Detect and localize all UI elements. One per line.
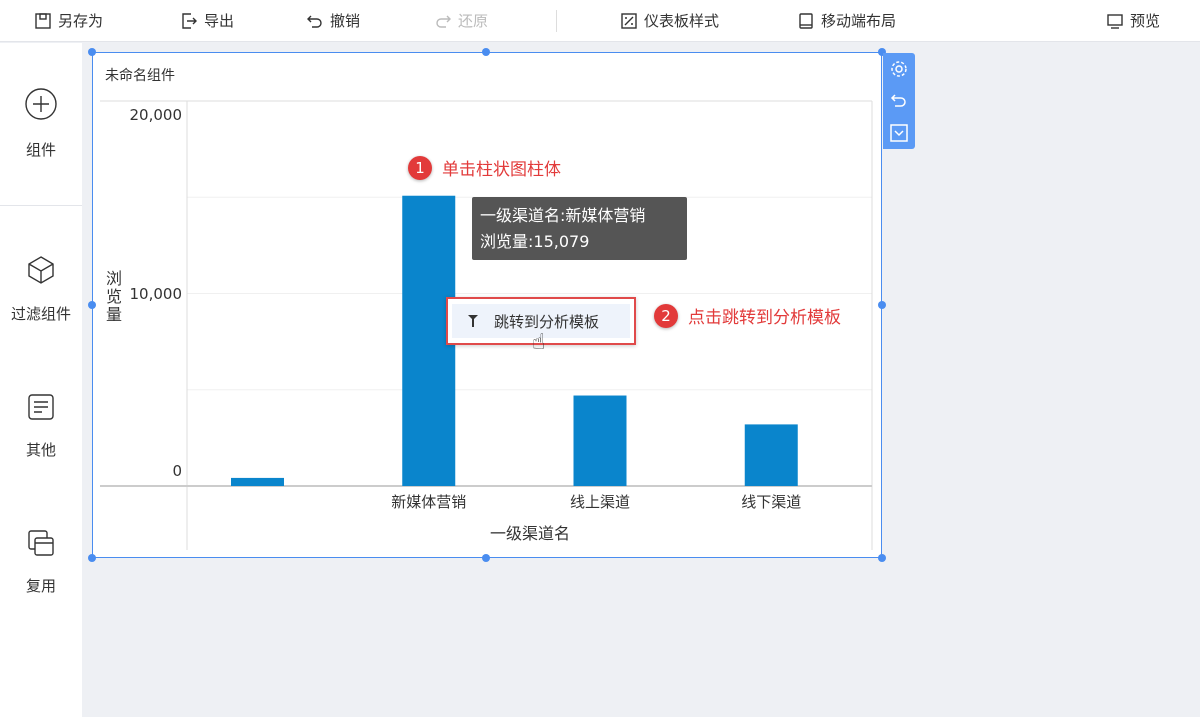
sidebar-item-label: 其他 [25,441,56,459]
undo-icon [890,94,906,107]
chart-tooltip: 一级渠道名:新媒体营销 浏览量:15,079 [472,197,687,260]
undo-label: 撤销 [330,12,361,30]
resize-handle[interactable] [878,48,886,56]
y-axis-title-char: 览 [106,287,122,306]
chevron-down-box-icon [890,124,908,142]
y-axis-title-char: 浏 [106,269,122,288]
undo-button[interactable]: 撤销 [306,10,360,31]
gear-icon [891,61,907,77]
sidebar-item-label: 过滤组件 [10,305,71,323]
resize-handle[interactable] [482,48,490,56]
more-button[interactable] [883,117,915,149]
redo-icon [436,15,451,28]
mobile-layout-label: 移动端布局 [821,12,897,30]
export-label: 导出 [204,12,235,30]
resize-handle[interactable] [878,554,886,562]
y-axis-title-char: 量 [106,305,122,324]
redo-button[interactable]: 还原 [434,10,488,31]
tooltip-value: 浏览量:15,079 [480,232,590,251]
step-badge: 2 [654,303,678,328]
resize-handle[interactable] [88,554,96,562]
export-icon [182,12,197,29]
export-button[interactable]: 导出 [180,10,234,31]
sidebar-item-components[interactable]: 组件 [0,87,82,160]
widget-tools [883,53,915,149]
sidebar-item-other[interactable]: 其他 [0,393,82,460]
sidebar-item-label: 组件 [25,141,56,159]
tablet-icon [799,12,813,29]
annotation-step2: 2 点击跳转到分析模板 [654,303,841,328]
bar [744,424,798,486]
x-axis-title: 一级渠道名 [490,524,570,543]
divider [556,10,557,32]
x-tick-label: 线上渠道 [570,493,630,511]
context-menu: 跳转到分析模板 [446,297,636,345]
annotation-text: 单击柱状图柱体 [442,160,561,180]
widget-title: 未命名组件 [105,68,175,84]
plus-circle-icon [25,88,57,120]
x-tick-label: 新媒体营销 [391,493,466,511]
sidebar-item-label: 复用 [25,577,56,595]
save-icon [35,12,51,29]
bar [231,477,284,486]
sidebar: 组件 过滤组件 其他 复用 [0,43,82,717]
sidebar-item-reuse[interactable]: 复用 [0,529,82,596]
mobile-layout-button[interactable]: 移动端布局 [797,10,896,31]
resize-handle[interactable] [482,554,490,562]
y-tick-label: 20,000 [130,106,183,124]
resize-handle[interactable] [88,48,96,56]
palette-icon [621,12,637,29]
redo-label: 还原 [458,12,489,30]
menu-item-label: 跳转到分析模板 [494,312,600,331]
note-icon [28,394,54,420]
bar [573,395,627,486]
settings-button[interactable] [883,53,915,85]
tooltip-category: 一级渠道名:新媒体营销 [480,206,646,225]
copy-icon [28,530,54,556]
save-as-button[interactable]: 另存为 [34,10,103,31]
filter-icon [468,315,478,327]
toolbar: 另存为 导出 撤销 还原 仪表板样式 移动端布局 预览 [0,0,1200,42]
monitor-icon [1107,13,1123,29]
resize-handle[interactable] [878,301,886,309]
preview-button[interactable]: 预览 [1106,10,1160,31]
sidebar-item-filter-components[interactable]: 过滤组件 [0,255,82,324]
preview-label: 预览 [1130,12,1161,30]
cube-icon [28,256,54,284]
x-tick-label: 线下渠道 [741,493,801,511]
y-tick-label: 10,000 [130,285,183,303]
y-tick-label: 0 [172,462,182,480]
save-as-label: 另存为 [58,12,104,30]
hand-cursor-icon: ☝ [532,330,546,355]
annotation-text: 点击跳转到分析模板 [688,308,841,328]
annotation-step1: 1 单击柱状图柱体 [408,155,561,180]
step-badge: 1 [408,155,432,180]
jump-to-analysis-template[interactable]: 跳转到分析模板 [452,304,630,338]
dashboard-style-button[interactable]: 仪表板样式 [620,10,719,31]
undo-icon [307,15,322,28]
resize-handle[interactable] [88,301,96,309]
dashboard-style-label: 仪表板样式 [644,12,720,30]
divider [0,205,82,206]
undo-widget-button[interactable] [883,85,915,117]
